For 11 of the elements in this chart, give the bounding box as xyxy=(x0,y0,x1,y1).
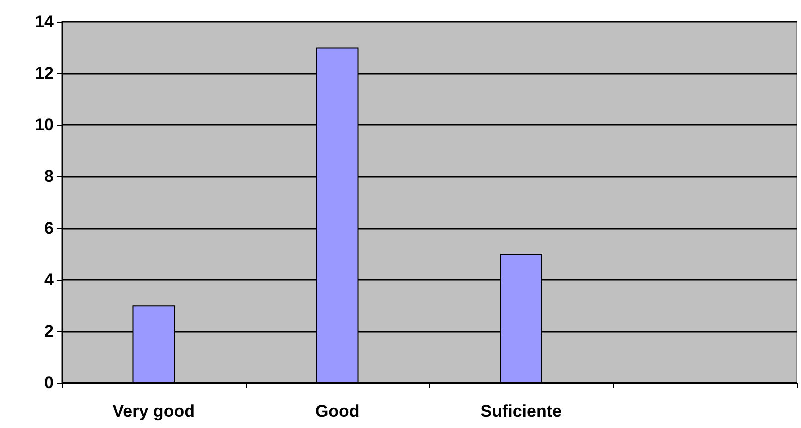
y-tick-label: 2 xyxy=(44,322,54,341)
y-tick-label: 12 xyxy=(35,64,54,84)
x-tick-label: Suficiente xyxy=(480,402,562,421)
y-tick-label: 10 xyxy=(35,116,54,135)
y-tick-label: 0 xyxy=(44,374,54,392)
y-tick-label: 14 xyxy=(35,12,55,32)
x-tick-label: Very good xyxy=(112,402,195,421)
y-tick-label: 4 xyxy=(44,270,55,290)
x-tick-label: Good xyxy=(315,402,360,421)
y-tick-label: 6 xyxy=(44,218,54,238)
y-tick-label: 8 xyxy=(44,167,54,186)
